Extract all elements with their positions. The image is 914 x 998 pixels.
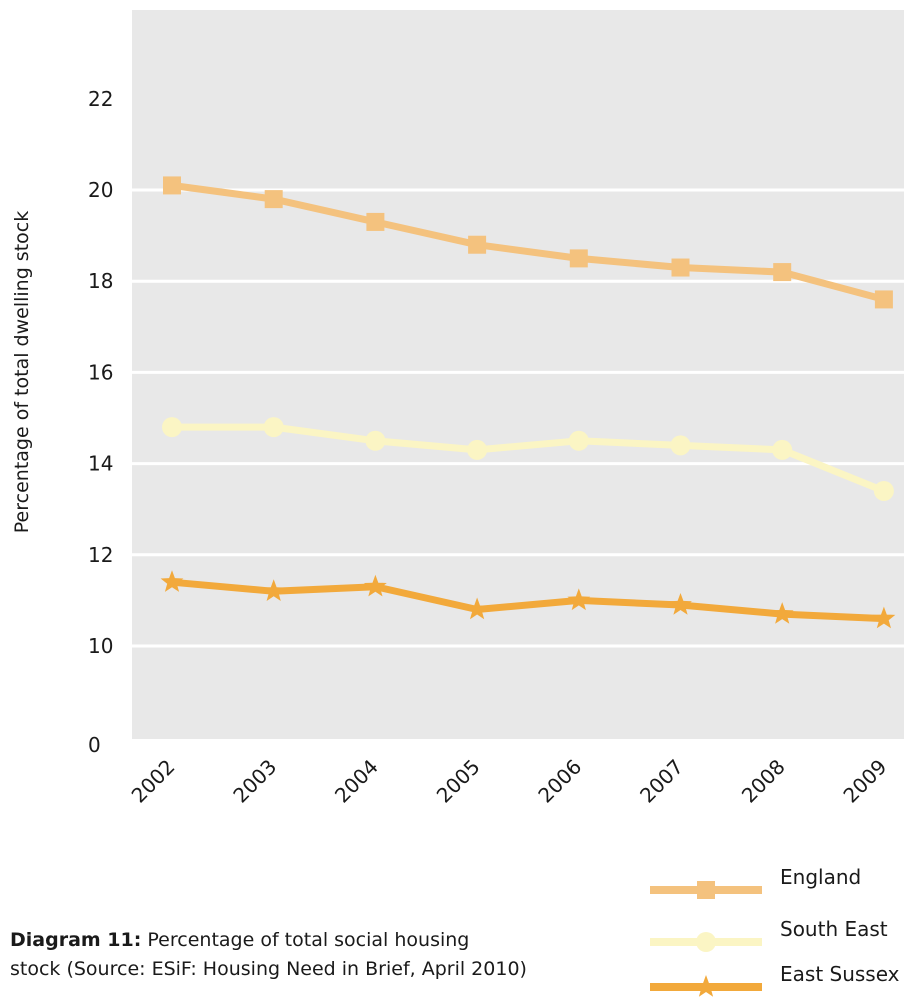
- data-point-east-sussex: [770, 602, 794, 624]
- caption: Diagram 11: Percentage of total social h…: [10, 926, 610, 984]
- data-point-england: [163, 176, 181, 195]
- data-point-england: [671, 258, 690, 277]
- x-tick-label: 2009: [838, 755, 891, 808]
- data-point-england: [569, 249, 588, 268]
- y-tick-label: 20: [88, 178, 113, 202]
- data-point-east-sussex: [567, 588, 591, 611]
- legend-label: England: [780, 865, 861, 889]
- data-point-south-east: [263, 417, 284, 438]
- legend: England South East East Sussex: [650, 865, 900, 997]
- data-point-south-east: [467, 439, 488, 460]
- data-point-south-east: [873, 480, 894, 501]
- data-point-south-east: [162, 417, 182, 438]
- data-point-east-sussex: [872, 606, 896, 629]
- series-line-south-east: [168, 423, 888, 495]
- data-point-east-sussex: [262, 579, 286, 601]
- data-point-england: [366, 212, 385, 231]
- y-tick-label: 12: [88, 543, 113, 567]
- legend-item-south-east: South East: [650, 917, 888, 952]
- x-tick-label: 2002: [127, 755, 180, 808]
- gridlines: [132, 188, 904, 648]
- x-tick-labels: 2002 2003 2004 2005 2006 2007 2008 2009: [127, 755, 892, 808]
- y-tick-label: 16: [88, 360, 113, 384]
- data-point-east-sussex: [160, 570, 184, 592]
- x-tick-label: 2004: [330, 755, 383, 808]
- data-point-england: [874, 290, 893, 309]
- x-tick-label: 2003: [228, 755, 281, 808]
- y-tick-labels: 0 10 12 14 16 18 20 22: [88, 87, 113, 757]
- x-tick-label: 2008: [737, 755, 790, 808]
- y-tick-label: 10: [88, 634, 113, 658]
- data-point-east-sussex: [364, 574, 387, 597]
- legend-marker-south-east: [696, 932, 716, 952]
- caption-label: Diagram 11:: [10, 929, 142, 951]
- data-point-south-east: [670, 435, 691, 456]
- caption-text-line1: Percentage of total social housing: [141, 929, 470, 951]
- series-line-england: [168, 181, 888, 303]
- y-axis-label: Percentage of total dwelling stock: [11, 211, 33, 533]
- series-south-east: [162, 417, 894, 501]
- legend-item-england: England: [650, 865, 861, 899]
- series-england: [163, 176, 893, 309]
- data-point-east-sussex: [669, 593, 692, 615]
- caption-text-line2: stock (Source: ESiF: Housing Need in Bri…: [10, 958, 527, 980]
- legend-marker-east-sussex: [694, 975, 718, 997]
- legend-label: East Sussex: [780, 962, 900, 986]
- series-group: [160, 176, 896, 629]
- legend-label: South East: [780, 917, 888, 941]
- x-tick-label: 2007: [635, 755, 688, 808]
- y-tick-label: 0: [88, 733, 101, 757]
- y-tick-label: 22: [88, 87, 113, 111]
- x-tick-label: 2006: [533, 755, 586, 808]
- y-tick-label: 18: [88, 269, 113, 293]
- data-point-england: [468, 235, 487, 254]
- legend-marker-england: [697, 881, 715, 899]
- data-point-england: [773, 263, 792, 282]
- plot-background: [132, 10, 904, 739]
- data-point-south-east: [365, 430, 386, 451]
- data-point-south-east: [772, 439, 793, 460]
- data-point-south-east: [568, 430, 589, 451]
- series-east-sussex: [160, 570, 896, 629]
- y-tick-label: 14: [88, 452, 113, 476]
- x-tick-label: 2005: [432, 755, 485, 808]
- data-point-east-sussex: [465, 597, 489, 620]
- data-point-england: [264, 190, 283, 209]
- legend-item-east-sussex: East Sussex: [650, 962, 900, 997]
- series-line-east-sussex: [168, 578, 888, 623]
